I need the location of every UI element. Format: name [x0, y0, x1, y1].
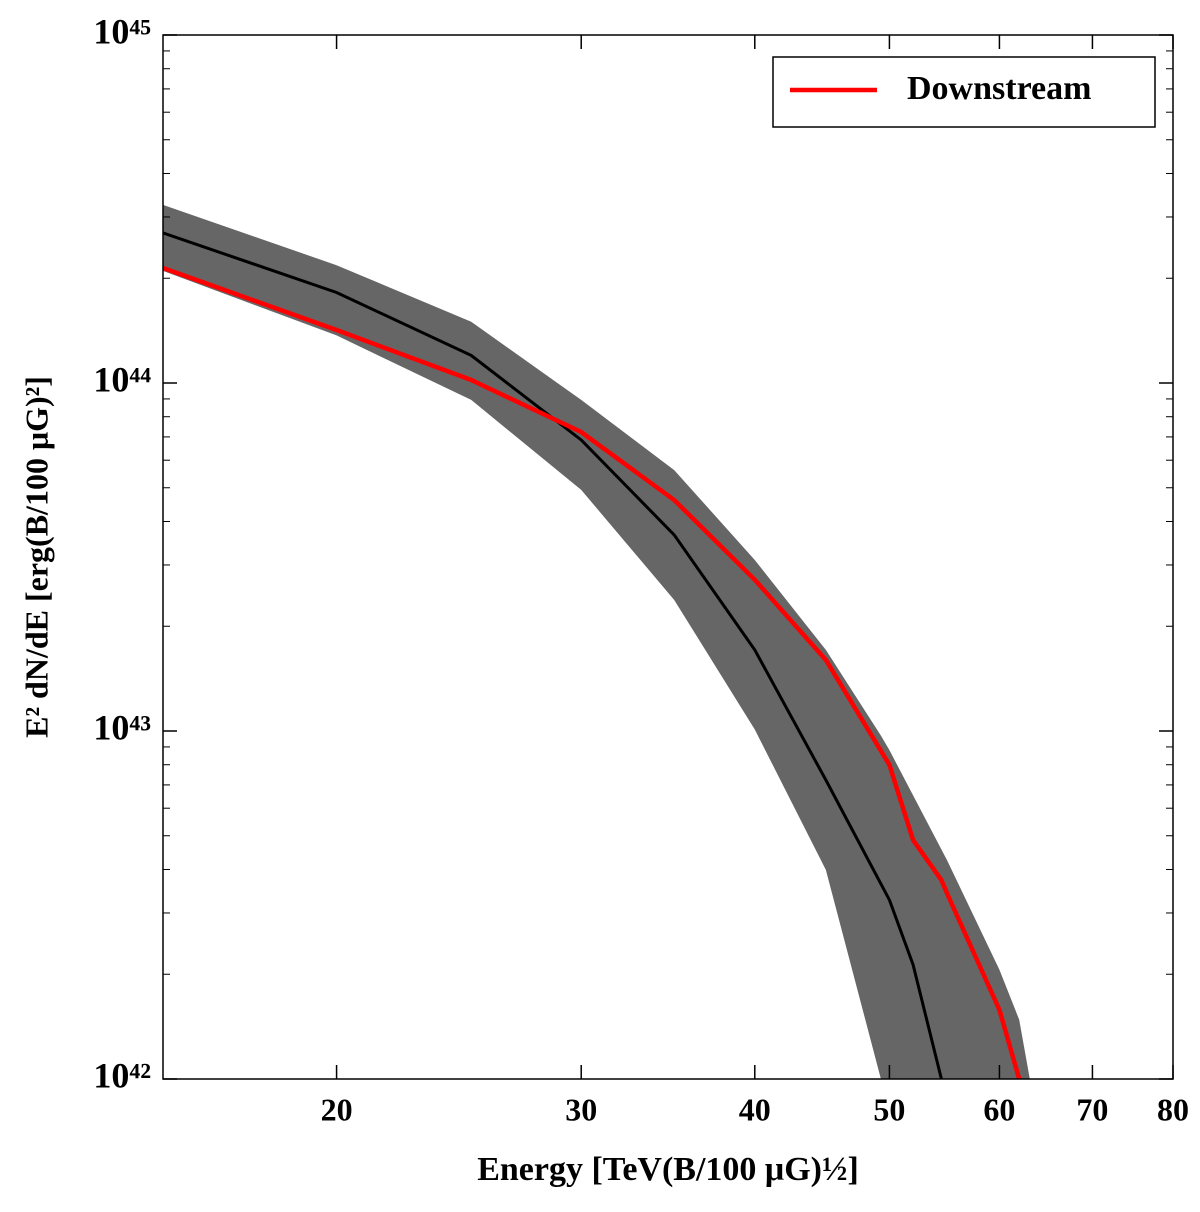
plot-frame — [162, 34, 1174, 1080]
x-tick-label: 30 — [565, 1091, 597, 1127]
y-tick-label: 10⁴² — [93, 1055, 151, 1095]
axes: 10⁴² 10⁴³ 10⁴⁴ 10⁴⁵ 20 30 40 50 60 70 80 Downstream — [93, 11, 1189, 1127]
x-axis-label: Energy [TeV(B/100 μG)½] — [477, 1151, 859, 1188]
x-tick-label: 60 — [983, 1091, 1015, 1127]
y-tick-label: 10⁴³ — [93, 707, 151, 747]
plot-area — [163, 204, 1030, 1079]
x-tick-label: 80 — [1157, 1091, 1189, 1127]
uncertainty-band — [163, 204, 1030, 1079]
series-line — [163, 231, 943, 1079]
x-tick-label: 20 — [321, 1091, 353, 1127]
legend-label: Downstream — [907, 70, 1091, 107]
x-tick-label: 50 — [873, 1091, 905, 1127]
series-line — [163, 265, 1022, 1079]
x-tick-label: 40 — [739, 1091, 771, 1127]
x-tick-label: 70 — [1076, 1091, 1108, 1127]
y-tick-label: 10⁴⁴ — [93, 359, 151, 399]
y-tick-label: 10⁴⁵ — [93, 11, 151, 51]
y-axis-label: E² dN/dE [erg(B/100 μG)²] — [18, 376, 54, 738]
